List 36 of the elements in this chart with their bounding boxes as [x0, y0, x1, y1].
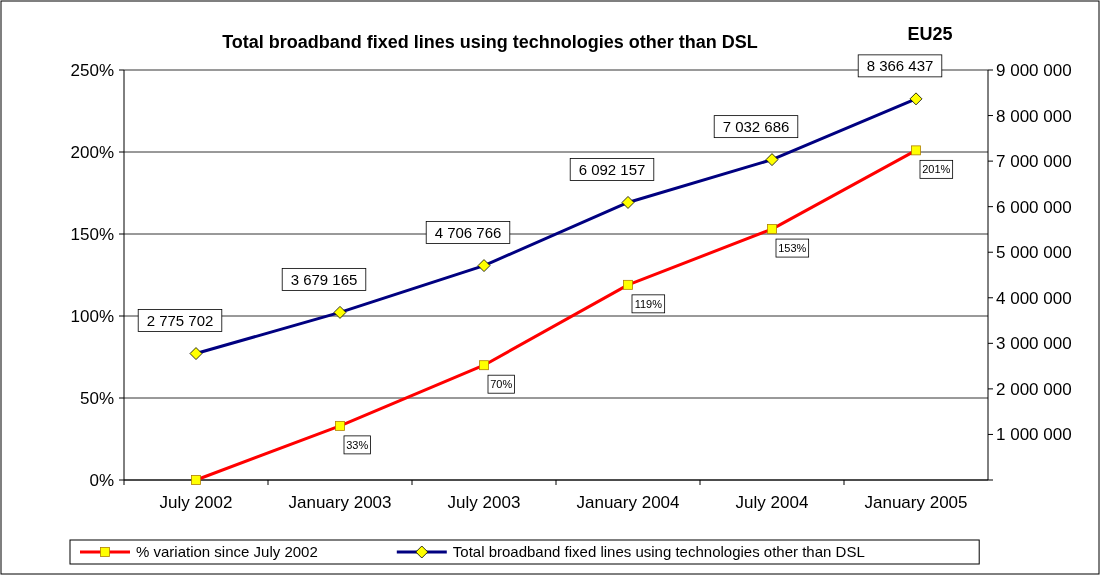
y-tick-label: 0%: [89, 470, 114, 490]
legend-label: Total broadband fixed lines using technologies other than DSL: [452, 543, 865, 561]
x-tick-label: January 2003: [288, 493, 392, 512]
data-label: 8 366 437: [866, 57, 934, 75]
x-tick-label: July 2002: [159, 493, 233, 512]
data-label: 2 775 702: [146, 311, 214, 329]
data-label: 3 679 165: [290, 270, 358, 288]
y2-tick-label: 2 000 000: [996, 379, 1072, 399]
y-tick-label: 200%: [70, 142, 114, 162]
y2-tick-label: 3 000 000: [996, 334, 1072, 354]
y-tick-label: 100%: [70, 306, 114, 326]
legend-label: % variation since July 2002: [136, 543, 318, 561]
x-tick-label: July 2003: [447, 493, 521, 512]
y2-tick-label: 9 000 000: [996, 60, 1072, 80]
text: EU25: [907, 24, 953, 44]
y2-tick-label: 7 000 000: [996, 152, 1072, 172]
y2-tick-label: 8 000 000: [996, 106, 1072, 126]
y-tick-label: 50%: [79, 388, 114, 408]
data-label: 4 706 766: [434, 223, 502, 241]
y2-tick-label: 4 000 000: [996, 288, 1072, 308]
data-label: 33%: [346, 438, 369, 451]
y2-tick-label: 1 000 000: [996, 425, 1072, 445]
y2-tick-label: 5 000 000: [996, 243, 1072, 263]
x-tick-label: January 2005: [864, 493, 968, 512]
y2-tick-label: 6 000 000: [996, 197, 1072, 217]
data-label: 119%: [634, 297, 663, 310]
data-label: 70%: [490, 378, 513, 391]
y-tick-label: 250%: [70, 60, 114, 80]
data-label: 6 092 157: [578, 160, 646, 178]
x-tick-label: July 2004: [735, 493, 809, 512]
data-label: 153%: [778, 241, 807, 254]
data-label: 201%: [922, 163, 951, 176]
x-tick-label: January 2004: [576, 493, 680, 512]
y-tick-label: 150%: [70, 224, 114, 244]
chart-title: Total broadband fixed lines using technologies other than DSL: [222, 32, 758, 52]
data-label: 7 032 686: [722, 117, 790, 135]
